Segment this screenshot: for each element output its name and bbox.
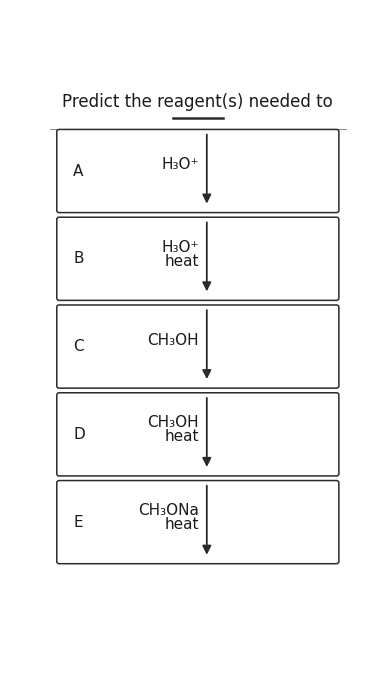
Text: CH₃OH: CH₃OH xyxy=(147,415,199,430)
Text: heat: heat xyxy=(164,429,199,444)
Text: A: A xyxy=(73,164,83,178)
FancyBboxPatch shape xyxy=(57,393,339,476)
Text: C: C xyxy=(73,339,84,354)
Text: H₃O⁺: H₃O⁺ xyxy=(162,158,199,172)
Text: E: E xyxy=(73,514,83,530)
Text: heat: heat xyxy=(164,517,199,532)
Text: B: B xyxy=(73,251,83,266)
FancyBboxPatch shape xyxy=(57,130,339,213)
FancyBboxPatch shape xyxy=(57,305,339,388)
Text: heat: heat xyxy=(164,253,199,269)
Text: H₃O⁺: H₃O⁺ xyxy=(162,239,199,255)
Text: CH₃ONa: CH₃ONa xyxy=(138,503,199,518)
Text: Predict the reagent(s) needed to: Predict the reagent(s) needed to xyxy=(63,94,333,111)
Text: CH₃OH: CH₃OH xyxy=(147,333,199,348)
FancyBboxPatch shape xyxy=(57,481,339,564)
Text: D: D xyxy=(73,427,85,442)
FancyBboxPatch shape xyxy=(57,217,339,300)
